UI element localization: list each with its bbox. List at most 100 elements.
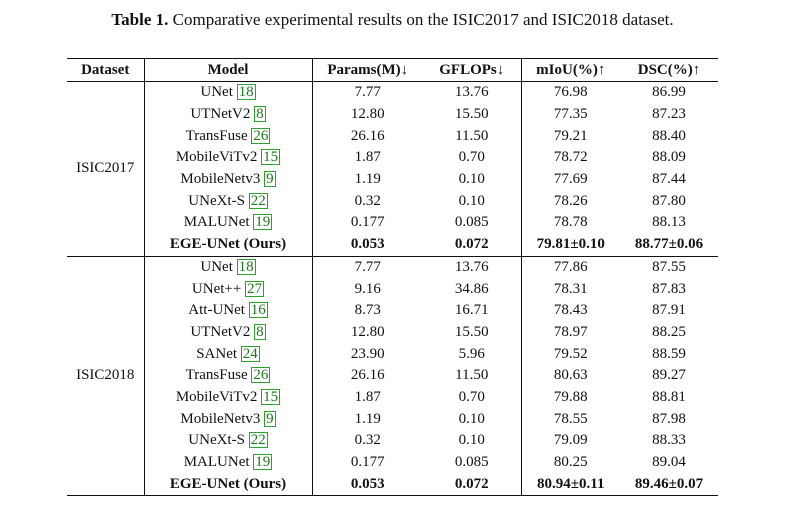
dsc-cell: 86.99 <box>652 84 686 101</box>
dsc-cell: 89.04 <box>652 454 686 471</box>
dsc-cell: 88.25 <box>652 323 686 340</box>
model-name: UNeXt-S <box>188 432 245 449</box>
citation-link[interactable]: 26 <box>251 367 271 384</box>
gflops-cell: 16.71 <box>423 299 522 322</box>
table-row: UNet++ 27 9.16 34.86 78.31 87.83 <box>67 278 718 300</box>
model-cell: UNeXt-S 22 <box>144 190 313 213</box>
miou-cell: 77.86 <box>553 258 588 275</box>
miou-cell: 78.31 <box>553 280 588 297</box>
model-name: EGE-UNet (Ours) <box>169 236 287 253</box>
gflops-cell: 0.10 <box>423 168 522 191</box>
model-name: MobileNetv3 <box>180 410 261 427</box>
citation-link[interactable]: 27 <box>245 280 265 297</box>
table-row: SANet 24 23.90 5.96 79.52 88.59 <box>67 343 718 365</box>
header-dsc: DSC(%)↑ <box>637 61 701 78</box>
miou-cell: 77.35 <box>553 106 588 123</box>
miou-cell: 77.69 <box>553 171 588 188</box>
model-name: MobileViTv2 <box>175 388 258 405</box>
params-cell: 26.16 <box>350 367 385 384</box>
citation-number: 9 <box>266 410 274 427</box>
miou-cell: 78.43 <box>553 302 588 319</box>
gflops-cell: 0.072 <box>423 473 522 496</box>
table-row: ISIC2018 UNet 18 7.77 13.76 77.86 87.55 <box>67 256 718 496</box>
citation-number: 19 <box>255 454 271 471</box>
dsc-cell: 87.98 <box>652 410 686 427</box>
model-cell: SANet 24 <box>144 343 313 365</box>
miou-cell: 79.52 <box>553 345 588 362</box>
dataset-cell: ISIC2018 <box>67 256 145 496</box>
citation-number: 22 <box>250 432 266 449</box>
citation-number: 18 <box>238 258 254 275</box>
params-cell: 26.16 <box>350 127 385 144</box>
miou-cell: 79.09 <box>553 432 588 449</box>
params-cell: 0.32 <box>354 432 381 449</box>
model-cell: TransFuse 26 <box>144 364 313 387</box>
citation-link[interactable]: 8 <box>254 106 266 123</box>
citation-link[interactable]: 16 <box>248 302 268 319</box>
miou-cell: 78.97 <box>553 323 588 340</box>
table-row: UNeXt-S 22 0.32 0.10 78.26 87.80 <box>67 190 718 213</box>
citation-link[interactable]: 18 <box>236 258 256 275</box>
model-name: UNet <box>200 84 233 101</box>
model-cell: EGE-UNet (Ours) <box>144 473 313 496</box>
citation-link[interactable]: 9 <box>264 410 276 427</box>
citation-number: 8 <box>256 106 264 123</box>
dsc-cell: 89.46±0.07 <box>634 475 704 492</box>
header-gflops: GFLOPs↓ <box>423 58 522 82</box>
dsc-cell: 88.77±0.06 <box>634 236 704 253</box>
model-name: MALUNet <box>183 454 250 471</box>
citation-link[interactable]: 19 <box>253 214 273 231</box>
model-name: TransFuse <box>185 127 248 144</box>
citation-link[interactable]: 8 <box>254 323 266 340</box>
citation-link[interactable]: 26 <box>251 127 271 144</box>
citation-link[interactable]: 22 <box>248 432 268 449</box>
params-cell: 0.177 <box>350 214 385 231</box>
params-cell: 12.80 <box>350 106 385 123</box>
citation-number: 19 <box>255 214 271 231</box>
dsc-cell: 87.55 <box>652 258 686 275</box>
citation-link[interactable]: 22 <box>248 192 268 209</box>
table-row: MobileViTv2 15 1.87 0.70 78.72 88.09 <box>67 147 718 169</box>
table-row: MobileNetv3 9 1.19 0.10 77.69 87.44 <box>67 168 718 191</box>
citation-number: 26 <box>253 367 269 384</box>
table-group-0: ISIC2017 UNet 18 7.77 13.76 76.98 86.99 UTNetV… <box>67 81 718 256</box>
header-model: Model <box>144 58 313 82</box>
params-cell: 0.053 <box>350 236 385 253</box>
model-cell: MobileViTv2 15 <box>144 386 313 409</box>
params-cell: 1.19 <box>354 171 381 188</box>
citation-number: 27 <box>247 280 263 297</box>
gflops-cell: 0.70 <box>423 386 522 409</box>
model-name: UTNetV2 <box>190 323 251 340</box>
citation-number: 26 <box>253 127 269 144</box>
miou-cell: 78.55 <box>553 410 588 427</box>
dataset-cell: ISIC2017 <box>67 81 145 256</box>
table-row: Att-UNet 16 8.73 16.71 78.43 87.91 <box>67 299 718 322</box>
gflops-cell: 15.50 <box>423 103 522 126</box>
table-row: MALUNet 19 0.177 0.085 78.78 88.13 <box>67 212 718 234</box>
results-table: Dataset Model Params(M)↓ GFLOPs↓ mIoU(%)… <box>67 58 718 496</box>
dsc-cell: 87.44 <box>652 171 686 188</box>
table-row-ours: EGE-UNet (Ours) 0.053 0.072 79.81±0.10 88.77… <box>67 233 718 256</box>
citation-link[interactable]: 24 <box>240 345 260 362</box>
table-row: MobileViTv2 15 1.87 0.70 79.88 88.81 <box>67 386 718 409</box>
citation-link[interactable]: 15 <box>261 149 281 166</box>
miou-cell: 80.25 <box>553 454 588 471</box>
citation-link[interactable]: 19 <box>253 454 273 471</box>
miou-cell: 79.21 <box>553 127 588 144</box>
params-cell: 0.177 <box>350 454 385 471</box>
citation-link[interactable]: 18 <box>236 84 256 101</box>
dsc-cell: 88.40 <box>652 127 686 144</box>
table-row: UNeXt-S 22 0.32 0.10 79.09 88.33 <box>67 430 718 452</box>
citation-number: 24 <box>242 345 258 362</box>
citation-link[interactable]: 15 <box>261 388 281 405</box>
miou-cell: 76.98 <box>553 84 588 101</box>
gflops-cell: 0.10 <box>423 430 522 452</box>
citation-number: 15 <box>263 388 279 405</box>
table-row: MALUNet 19 0.177 0.085 80.25 89.04 <box>67 451 718 474</box>
model-cell: MobileNetv3 9 <box>144 408 313 430</box>
table-row: MobileNetv3 9 1.19 0.10 78.55 87.98 <box>67 408 718 430</box>
model-cell: TransFuse 26 <box>144 125 313 148</box>
miou-cell: 78.72 <box>553 149 588 166</box>
citation-link[interactable]: 9 <box>264 171 276 188</box>
gflops-cell: 0.10 <box>423 190 522 213</box>
